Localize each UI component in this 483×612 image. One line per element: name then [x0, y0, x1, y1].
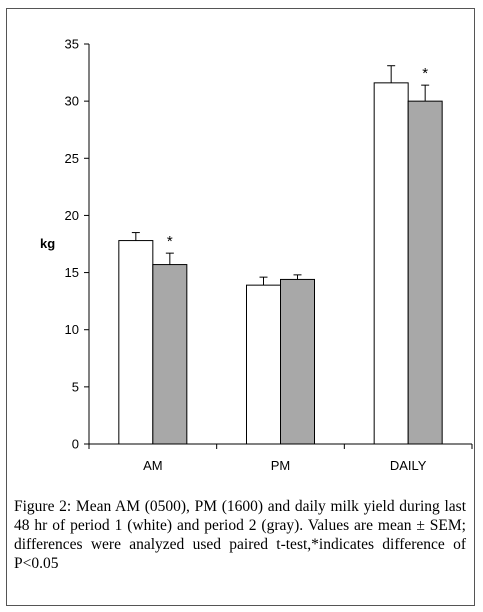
- y-tick-label: 25: [65, 151, 79, 166]
- x-axis: AM PM DAILY: [88, 443, 473, 473]
- y-axis: 0 5 10 15 20 25 30 35: [65, 37, 90, 452]
- bar: [407, 100, 443, 445]
- y-tick-label: 30: [65, 94, 79, 109]
- significance-marker: *: [167, 233, 173, 250]
- y-tick-label: 10: [65, 322, 79, 337]
- x-tick-label: PM: [271, 458, 291, 473]
- caption-text: Mean AM (0500), PM (1600) and daily milk…: [14, 498, 466, 572]
- y-tick-label: 35: [65, 37, 79, 52]
- bar: [118, 240, 154, 445]
- y-tick-label: 20: [65, 208, 79, 223]
- caption-label: Figure 2:: [14, 498, 72, 515]
- y-tick-label: 0: [72, 437, 79, 452]
- y-axis-label: kg: [40, 236, 55, 251]
- x-tick-label: AM: [143, 458, 163, 473]
- significance-marker: *: [422, 65, 428, 82]
- bar: [280, 278, 315, 445]
- y-tick-label: 5: [72, 379, 79, 394]
- bar: [152, 264, 188, 445]
- x-tick-label: DAILY: [390, 458, 427, 473]
- bar: [373, 82, 409, 445]
- figure-caption: Figure 2: Mean AM (0500), PM (1600) and …: [14, 497, 466, 573]
- bar: [246, 284, 281, 445]
- y-tick-label: 15: [65, 265, 79, 280]
- bars: **: [118, 65, 443, 445]
